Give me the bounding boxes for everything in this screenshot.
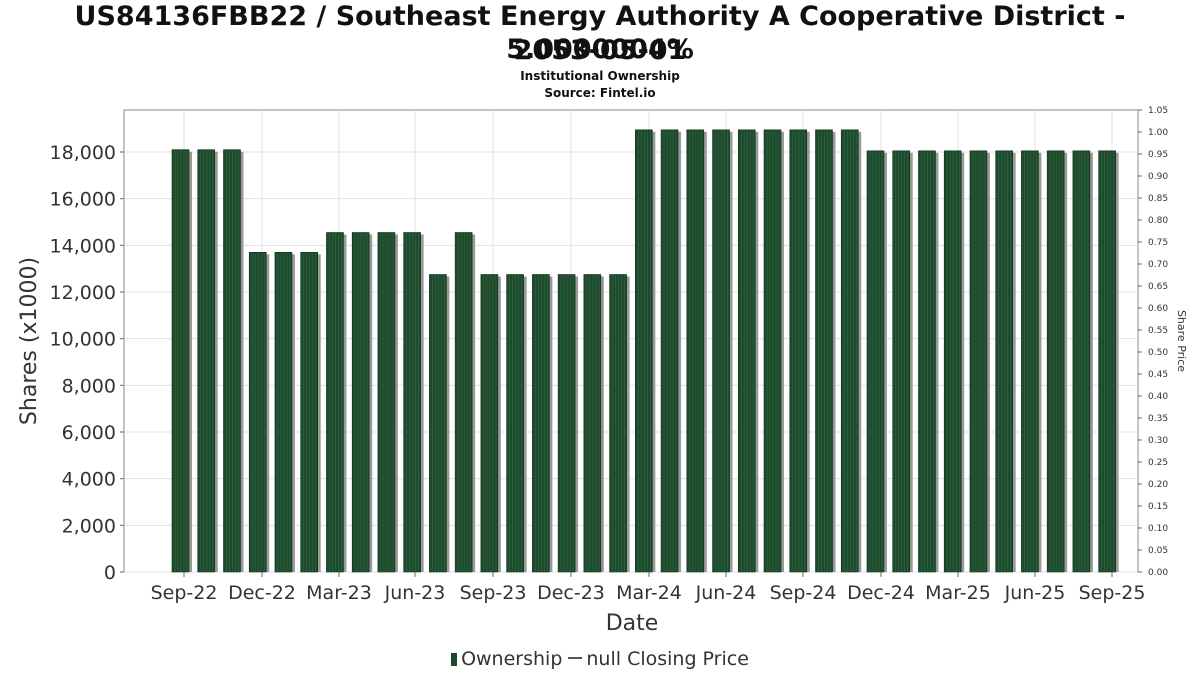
ownership-bar xyxy=(763,129,782,573)
x-tick-label: Mar-24 xyxy=(616,582,682,604)
x-tick-label: Jun-23 xyxy=(384,582,446,604)
y2-tick-label: 0.75 xyxy=(1148,238,1168,248)
ownership-bar xyxy=(660,129,679,573)
ownership-legend-swatch xyxy=(451,653,458,666)
x-tick-label: Mar-23 xyxy=(306,582,372,604)
y-tick-label: 0 xyxy=(104,562,116,584)
x-tick-label: Sep-25 xyxy=(1079,582,1146,604)
ownership-bar xyxy=(274,252,293,573)
ownership-bar xyxy=(532,274,550,573)
chart-title-line2: 2053-05-01 xyxy=(513,35,687,66)
y2-tick-label: 0.00 xyxy=(1148,568,1168,578)
x-tick-label: Dec-23 xyxy=(537,582,605,604)
y2-tick-label: 0.80 xyxy=(1148,216,1168,226)
chart-title-line1: US84136FBB22 / Southeast Energy Authorit… xyxy=(74,1,1126,65)
y-axis-title: Shares (x1000) xyxy=(17,257,42,425)
ownership-bar xyxy=(248,252,267,573)
y2-tick-label: 0.45 xyxy=(1148,370,1168,380)
ownership-bar xyxy=(943,150,962,573)
y-tick-label: 4,000 xyxy=(62,469,116,491)
ownership-bar xyxy=(171,149,190,573)
ownership-bar xyxy=(815,129,833,573)
ownership-bar xyxy=(403,232,421,573)
y2-tick-label: 0.85 xyxy=(1148,194,1168,204)
ownership-bar xyxy=(609,274,627,573)
ownership-bar xyxy=(918,150,936,573)
y2-tick-label: 0.30 xyxy=(1148,436,1168,446)
y2-tick-label: 0.35 xyxy=(1148,414,1168,424)
chart-source: Source: Fintel.io xyxy=(544,86,656,100)
ownership-bar xyxy=(583,274,602,573)
y2-tick-label: 0.60 xyxy=(1148,304,1168,314)
x-tick-label: Dec-24 xyxy=(847,582,915,604)
y2-tick-label: 0.20 xyxy=(1148,480,1168,490)
y2-tick-label: 0.05 xyxy=(1148,546,1168,556)
y2-tick-label: 0.65 xyxy=(1148,282,1168,292)
x-tick-label: Sep-22 xyxy=(151,582,218,604)
y2-tick-label: 0.25 xyxy=(1148,458,1168,468)
ownership-bar xyxy=(635,129,653,573)
ownership-bar xyxy=(712,129,730,573)
x-tick-label: Dec-22 xyxy=(228,582,296,604)
y2-tick-label: 0.15 xyxy=(1148,502,1168,512)
x-tick-label: Jun-25 xyxy=(1004,582,1066,604)
y2-tick-label: 0.10 xyxy=(1148,524,1168,534)
x-tick-label: Sep-23 xyxy=(460,582,527,604)
legend-closing-price-label: null Closing Price xyxy=(586,648,749,670)
y-tick-label: 16,000 xyxy=(50,189,116,211)
closing-price-legend-line xyxy=(568,657,583,659)
ownership-bar xyxy=(686,129,705,573)
ownership-bar xyxy=(1098,150,1116,573)
y2-tick-label: 0.70 xyxy=(1148,260,1168,270)
y2-tick-label: 0.55 xyxy=(1148,326,1168,336)
ownership-bar xyxy=(995,150,1013,573)
chart-subtitle: Institutional Ownership xyxy=(520,69,680,83)
ownership-bar xyxy=(300,252,319,573)
ownership-bar xyxy=(789,129,808,573)
y-tick-label: 12,000 xyxy=(50,282,116,304)
ownership-bar xyxy=(557,274,576,573)
y2-tick-label: 0.50 xyxy=(1148,348,1168,358)
ownership-bar xyxy=(351,232,370,573)
y2-tick-label: 1.00 xyxy=(1148,128,1168,138)
ownership-bar xyxy=(969,150,988,573)
y2-axis-title: Share Price xyxy=(1175,310,1188,372)
y-tick-label: 6,000 xyxy=(62,422,116,444)
y-tick-label: 10,000 xyxy=(50,329,116,351)
ownership-bar xyxy=(892,150,911,573)
ownership-bar xyxy=(480,274,499,573)
ownership-bar xyxy=(326,232,344,573)
x-tick-label: Sep-24 xyxy=(770,582,837,604)
ownership-bar xyxy=(737,129,756,573)
ownership-bar xyxy=(377,232,396,573)
y-tick-label: 2,000 xyxy=(62,515,116,537)
y-tick-label: 8,000 xyxy=(62,375,116,397)
ownership-bar xyxy=(454,232,473,573)
ownership-bar xyxy=(223,149,241,573)
y2-tick-label: 0.40 xyxy=(1148,392,1168,402)
y-tick-label: 14,000 xyxy=(50,235,116,257)
chart-legend: Ownership null Closing Price xyxy=(0,648,1200,670)
x-tick-label: Jun-24 xyxy=(695,582,757,604)
y2-tick-label: 0.95 xyxy=(1148,150,1168,160)
ownership-bar xyxy=(1021,150,1039,573)
y-tick-label: 18,000 xyxy=(50,142,116,164)
ownership-bar xyxy=(197,149,216,573)
y2-tick-label: 0.90 xyxy=(1148,172,1168,182)
legend-ownership-label: Ownership xyxy=(461,648,563,670)
x-axis-title: Date xyxy=(606,611,659,636)
ownership-bar xyxy=(429,274,447,573)
x-tick-label: Mar-25 xyxy=(925,582,991,604)
y2-tick-label: 1.05 xyxy=(1148,106,1168,116)
ownership-bar xyxy=(840,129,859,573)
ownership-bar xyxy=(1046,150,1065,573)
ownership-bar xyxy=(866,150,885,573)
ownership-bar xyxy=(1072,150,1091,573)
ownership-bar xyxy=(506,274,524,573)
